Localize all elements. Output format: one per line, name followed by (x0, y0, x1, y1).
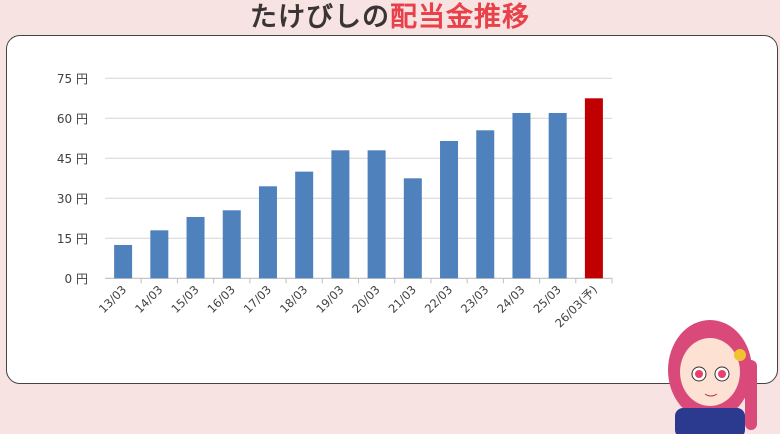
x-tick-label: 19/03 (313, 283, 346, 316)
bar (584, 98, 603, 279)
x-tick-label: 22/03 (422, 283, 455, 316)
x-tick-label: 17/03 (241, 283, 274, 316)
x-tick-label: 18/03 (277, 283, 310, 316)
bar (114, 244, 133, 279)
y-tick-label: 45 円 (57, 152, 88, 166)
y-tick-label: 30 円 (57, 192, 88, 206)
bar (258, 186, 277, 279)
x-tick-label: 15/03 (168, 283, 201, 316)
bar (512, 112, 531, 279)
bar (186, 216, 205, 279)
bar (222, 210, 241, 279)
bar (403, 178, 422, 279)
avatar-illustration (668, 320, 757, 434)
x-tick-label: 14/03 (132, 283, 165, 316)
x-tick-label: 16/03 (205, 283, 238, 316)
x-tick-label: 20/03 (349, 283, 382, 316)
bar (548, 112, 567, 279)
bar (295, 171, 314, 279)
x-tick-label: 24/03 (494, 283, 527, 316)
page-title: たけびしの配当金推移 (0, 0, 780, 36)
bar (440, 140, 459, 279)
x-tick-label: 21/03 (386, 283, 419, 316)
y-tick-label: 75 円 (57, 72, 88, 86)
chart-card (6, 35, 778, 384)
x-tick-label: 13/03 (96, 283, 129, 316)
y-tick-label: 0 円 (65, 272, 88, 286)
x-tick-label: 25/03 (530, 283, 563, 316)
bar (150, 230, 169, 279)
bar (476, 130, 495, 279)
y-tick-label: 60 円 (57, 112, 88, 126)
y-tick-label: 15 円 (57, 232, 88, 246)
title-part2: 配当金推移 (390, 2, 530, 33)
x-tick-label: 23/03 (458, 283, 491, 316)
bar (331, 150, 350, 279)
title-part1: たけびしの (250, 2, 390, 33)
bar (367, 150, 386, 279)
